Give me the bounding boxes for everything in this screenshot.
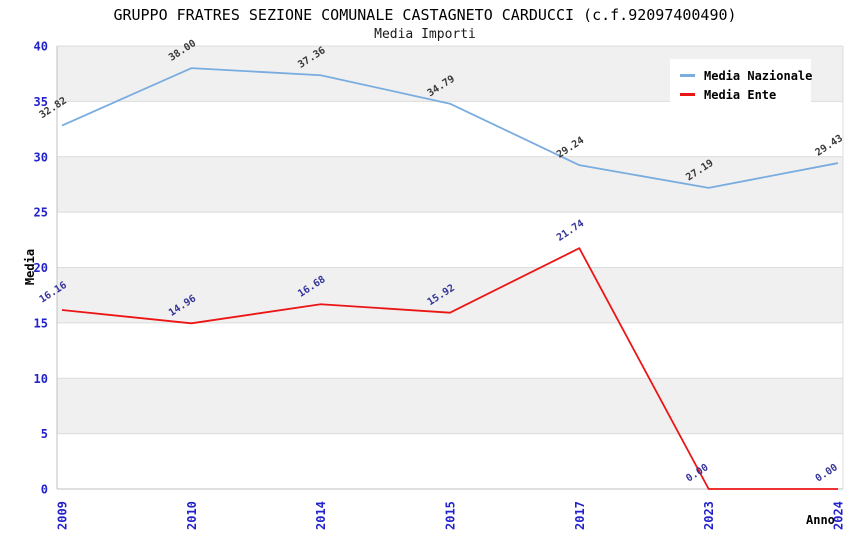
x-tick-label: 2009	[56, 501, 70, 530]
plot-band	[57, 156, 843, 213]
plot-band	[57, 267, 843, 323]
legend-item-media-nazionale: Media Nazionale	[680, 66, 813, 85]
legend-line-swatch-blue	[680, 74, 695, 77]
y-tick-label: 25	[34, 206, 48, 220]
legend: Media Nazionale Media Ente	[670, 59, 813, 110]
legend-label-media-ente: Media Ente	[704, 87, 777, 102]
y-axis-title: Media	[23, 248, 37, 286]
chart-subtitle: Media Importi	[374, 27, 476, 42]
y-tick-label: 40	[34, 40, 48, 54]
y-tick-label: 0	[41, 483, 48, 497]
chart-title: GRUPPO FRATRES SEZIONE COMUNALE CASTAGNE…	[113, 6, 737, 24]
plot-band	[57, 378, 843, 434]
x-tick-label: 2014	[314, 501, 328, 530]
x-tick-label: 2023	[702, 501, 716, 530]
x-axis-title: Anno	[806, 513, 835, 527]
y-tick-label: 30	[34, 150, 48, 164]
y-tick-label: 35	[34, 95, 48, 109]
x-tick-label: 2015	[444, 501, 458, 530]
y-tick-label: 20	[34, 261, 48, 275]
y-tick-label: 10	[34, 372, 48, 386]
legend-line-swatch-red	[680, 93, 695, 96]
series-line-0	[61, 67, 839, 189]
y-tick-label: 5	[41, 427, 48, 441]
legend-item-media-ente: Media Ente	[680, 85, 811, 104]
x-tick-label: 2017	[573, 501, 587, 530]
legend-label-media-nazionale: Media Nazionale	[704, 68, 813, 83]
x-tick-label: 2024	[832, 501, 846, 530]
y-tick-label: 15	[34, 316, 48, 330]
x-tick-label: 2010	[185, 501, 199, 530]
series-line-1	[61, 247, 838, 490]
